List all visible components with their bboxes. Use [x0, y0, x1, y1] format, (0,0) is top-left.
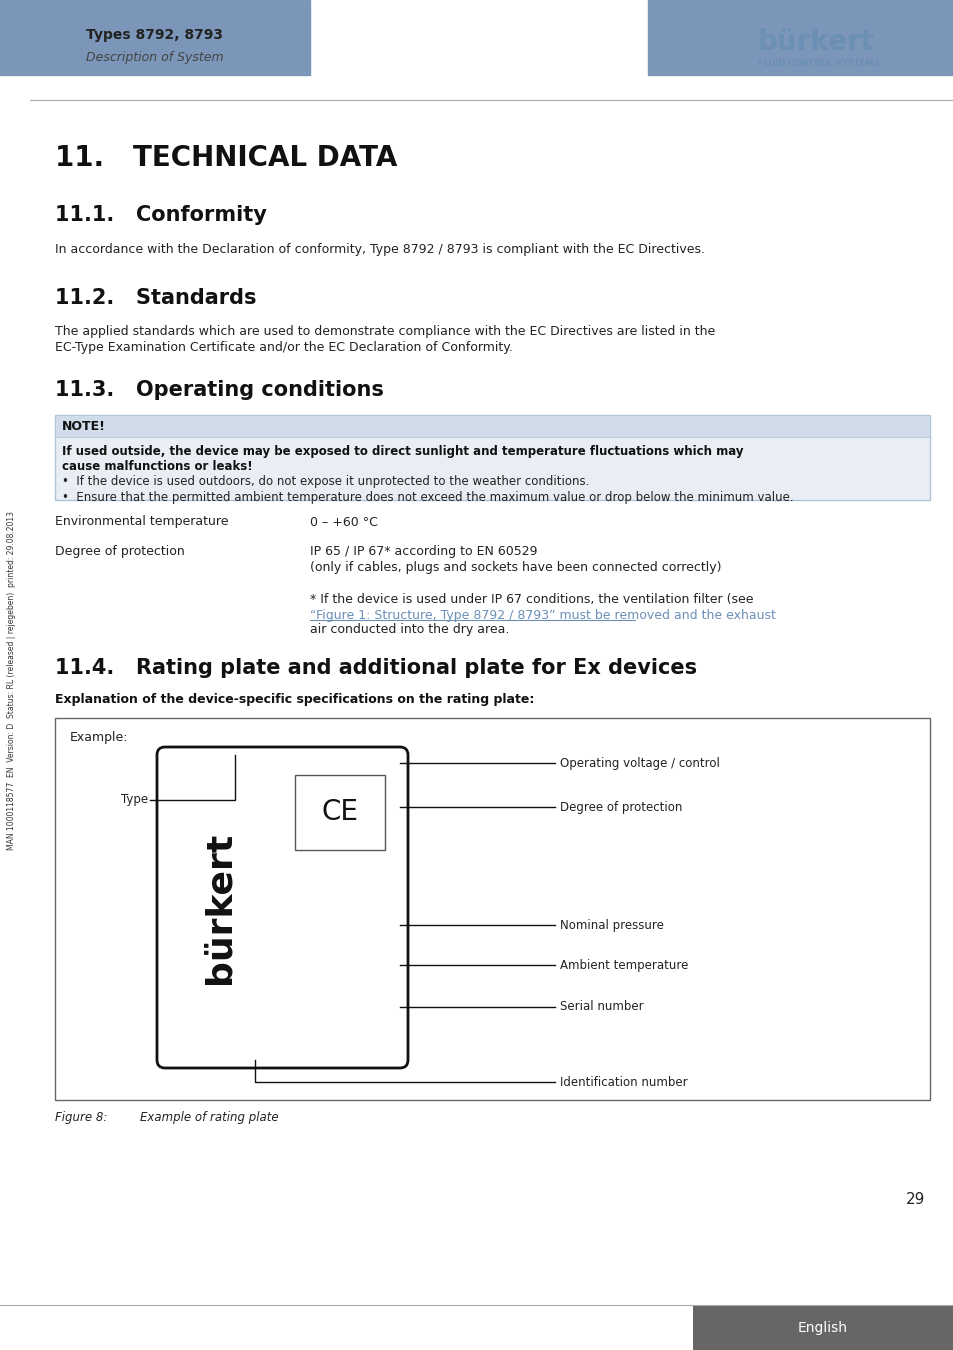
- Text: The applied standards which are used to demonstrate compliance with the EC Direc: The applied standards which are used to …: [55, 325, 715, 339]
- FancyBboxPatch shape: [157, 747, 408, 1068]
- Text: 11.2.   Standards: 11.2. Standards: [55, 288, 256, 308]
- Text: CE: CE: [321, 798, 358, 826]
- Text: 11.1.   Conformity: 11.1. Conformity: [55, 205, 267, 225]
- Text: NOTE!: NOTE!: [62, 420, 106, 432]
- Text: 0 – +60 °C: 0 – +60 °C: [310, 516, 377, 528]
- Bar: [55, 414, 929, 500]
- Text: •  If the device is used outdoors, do not expose it unprotected to the weather c: • If the device is used outdoors, do not…: [62, 475, 589, 489]
- Bar: [647, 0, 953, 76]
- Text: “Figure 1: Structure, Type 8792 / 8793” must be removed and the exhaust: “Figure 1: Structure, Type 8792 / 8793” …: [310, 609, 775, 621]
- Text: 11.4.   Rating plate and additional plate for Ex devices: 11.4. Rating plate and additional plate …: [55, 657, 697, 678]
- Bar: [0, 0, 310, 76]
- Text: Type: Type: [121, 794, 148, 806]
- Text: •  Ensure that the permitted ambient temperature does not exceed the maximum val: • Ensure that the permitted ambient temp…: [62, 490, 793, 504]
- Text: Figure 8:: Figure 8:: [55, 1111, 108, 1125]
- Text: English: English: [797, 1322, 847, 1335]
- Bar: [55, 414, 929, 437]
- Text: 11.3.   Operating conditions: 11.3. Operating conditions: [55, 379, 383, 400]
- Text: In accordance with the Declaration of conformity, Type 8792 / 8793 is compliant : In accordance with the Declaration of co…: [55, 243, 704, 256]
- Text: Ambient temperature: Ambient temperature: [559, 958, 688, 972]
- Bar: [692, 1305, 953, 1350]
- Text: cause malfunctions or leaks!: cause malfunctions or leaks!: [62, 459, 253, 472]
- Bar: [753, 22, 803, 26]
- Text: MAN 1000118577  EN  Version: D  Status: RL (released | rejegeben)  printed: 29.0: MAN 1000118577 EN Version: D Status: RL …: [8, 510, 16, 849]
- Bar: [294, 775, 385, 850]
- Text: Identification number: Identification number: [559, 1076, 687, 1088]
- Text: Environmental temperature: Environmental temperature: [55, 516, 229, 528]
- Text: FLUID CONTROL SYSTEMS: FLUID CONTROL SYSTEMS: [758, 58, 879, 68]
- Text: 11.   TECHNICAL DATA: 11. TECHNICAL DATA: [55, 144, 397, 171]
- Text: air conducted into the dry area.: air conducted into the dry area.: [310, 624, 509, 636]
- Text: Types 8792, 8793: Types 8792, 8793: [87, 28, 223, 42]
- Text: bürkert: bürkert: [758, 28, 874, 55]
- Text: IP 65 / IP 67* according to EN 60529: IP 65 / IP 67* according to EN 60529: [310, 545, 537, 559]
- Text: Degree of protection: Degree of protection: [559, 801, 681, 814]
- Text: Description of System: Description of System: [86, 51, 224, 65]
- Text: (only if cables, plugs and sockets have been connected correctly): (only if cables, plugs and sockets have …: [310, 562, 720, 575]
- Text: Degree of protection: Degree of protection: [55, 545, 185, 559]
- Text: Operating voltage / control: Operating voltage / control: [559, 756, 720, 770]
- Bar: [55, 718, 929, 1100]
- Bar: [753, 12, 761, 18]
- Text: Example:: Example:: [70, 732, 129, 744]
- Text: * If the device is used under IP 67 conditions, the ventilation filter (see: * If the device is used under IP 67 cond…: [310, 594, 753, 606]
- Text: If used outside, the device may be exposed to direct sunlight and temperature fl: If used outside, the device may be expos…: [62, 446, 742, 459]
- Text: bürkert: bürkert: [203, 832, 236, 984]
- Text: Serial number: Serial number: [559, 1000, 643, 1014]
- Text: 29: 29: [905, 1192, 924, 1207]
- Text: Nominal pressure: Nominal pressure: [559, 918, 663, 932]
- Text: Example of rating plate: Example of rating plate: [140, 1111, 278, 1125]
- Text: EC-Type Examination Certificate and/or the EC Declaration of Conformity.: EC-Type Examination Certificate and/or t…: [55, 340, 513, 354]
- Bar: [764, 12, 772, 18]
- Text: Explanation of the device-specific specifications on the rating plate:: Explanation of the device-specific speci…: [55, 694, 534, 706]
